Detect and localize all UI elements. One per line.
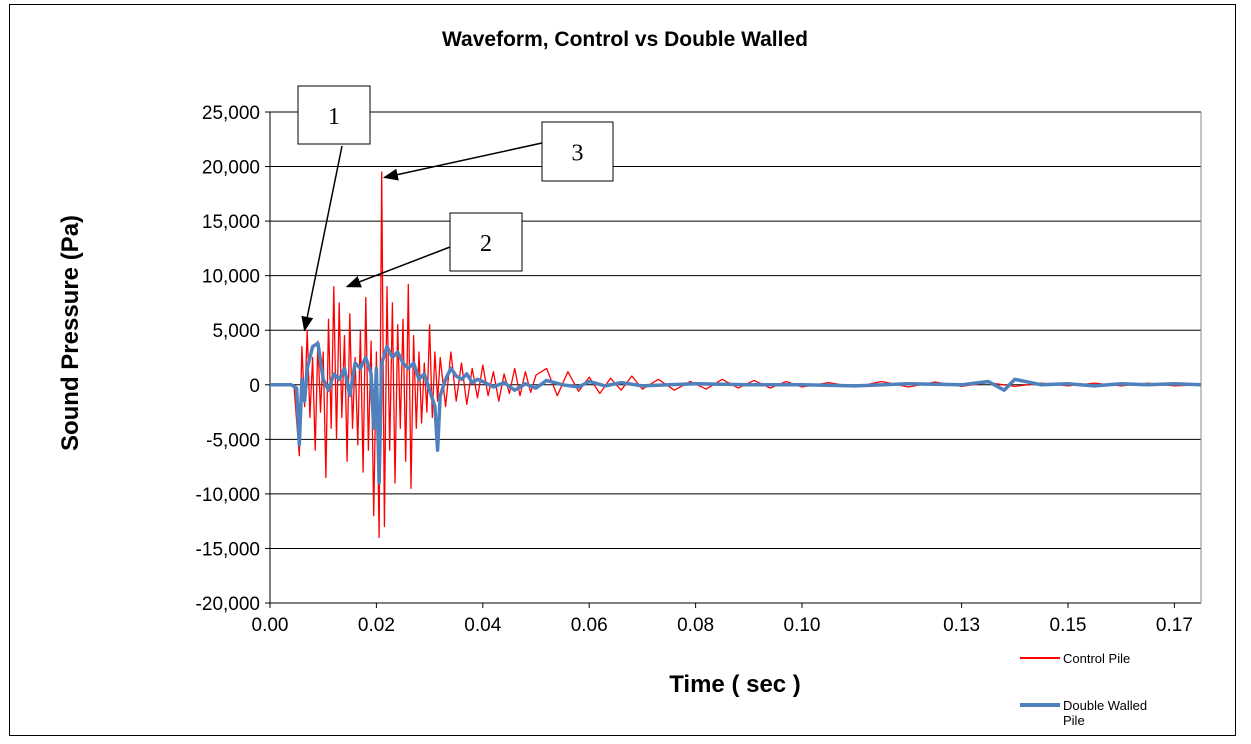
x-axis-ticks: 0.00 0.02 0.04 0.06 0.08 0.10 0.13 0.15 0.17 — [252, 603, 1193, 636]
x-tick-label: 0.10 — [784, 615, 821, 636]
annotation-box-3 — [541, 121, 614, 182]
y-tick-label: 15,000 — [202, 212, 260, 233]
x-tick-label: 0.08 — [677, 615, 714, 636]
x-tick-label: 0.17 — [1156, 615, 1193, 636]
x-tick-label: 0.06 — [571, 615, 608, 636]
x-tick-label: 0.04 — [464, 615, 501, 636]
y-tick-label: 20,000 — [202, 158, 260, 179]
series-line-double-walled-pile — [270, 341, 1202, 485]
y-tick-label: 25,000 — [202, 103, 260, 124]
y-tick-label: -15,000 — [196, 539, 260, 560]
annotation-label-3: 3 — [572, 141, 584, 167]
annotation-arrow-3 — [382, 142, 543, 181]
y-tick-label: -20,000 — [196, 594, 260, 615]
series-line-control-pile — [270, 171, 1202, 539]
y-tick-label: 10,000 — [202, 267, 260, 288]
x-tick-label: 0.15 — [1050, 615, 1087, 636]
gridlines — [269, 111, 1202, 604]
y-tick-label: 5,000 — [212, 321, 260, 342]
annotation-box-2 — [449, 212, 523, 272]
x-tick-label: 0.00 — [252, 615, 289, 636]
chart-frame — [9, 4, 1236, 736]
legend-label-double-walled-pile: Double Walled Pile — [1063, 698, 1147, 728]
legend-label-control-pile: Control Pile — [1063, 651, 1130, 666]
annotation-label-2: 2 — [480, 231, 492, 257]
x-tick-label: 0.13 — [943, 615, 980, 636]
x-tick-label: 0.02 — [358, 615, 395, 636]
y-tick-label: 0 — [249, 376, 260, 397]
y-tick-label: -10,000 — [196, 485, 260, 506]
annotation-arrow-2 — [345, 246, 451, 288]
legend: Control Pile Double Walled Pile — [1020, 651, 1147, 728]
annotations: 1 2 3 — [297, 85, 614, 332]
annotation-arrow-1 — [301, 145, 343, 332]
x-axis-title: Time ( sec ) — [669, 671, 801, 698]
chart-title: Waveform, Control vs Double Walled — [442, 28, 808, 51]
annotation-box-1 — [297, 85, 371, 145]
y-axis-ticks: -20,000 -15,000 -10,000 -5,000 0 5,000 10,000 1… — [196, 103, 270, 615]
annotation-label-1: 1 — [328, 104, 340, 130]
series-lines — [270, 171, 1202, 539]
y-tick-label: -5,000 — [206, 430, 260, 451]
y-axis-title: Sound Pressure (Pa) — [57, 215, 84, 451]
